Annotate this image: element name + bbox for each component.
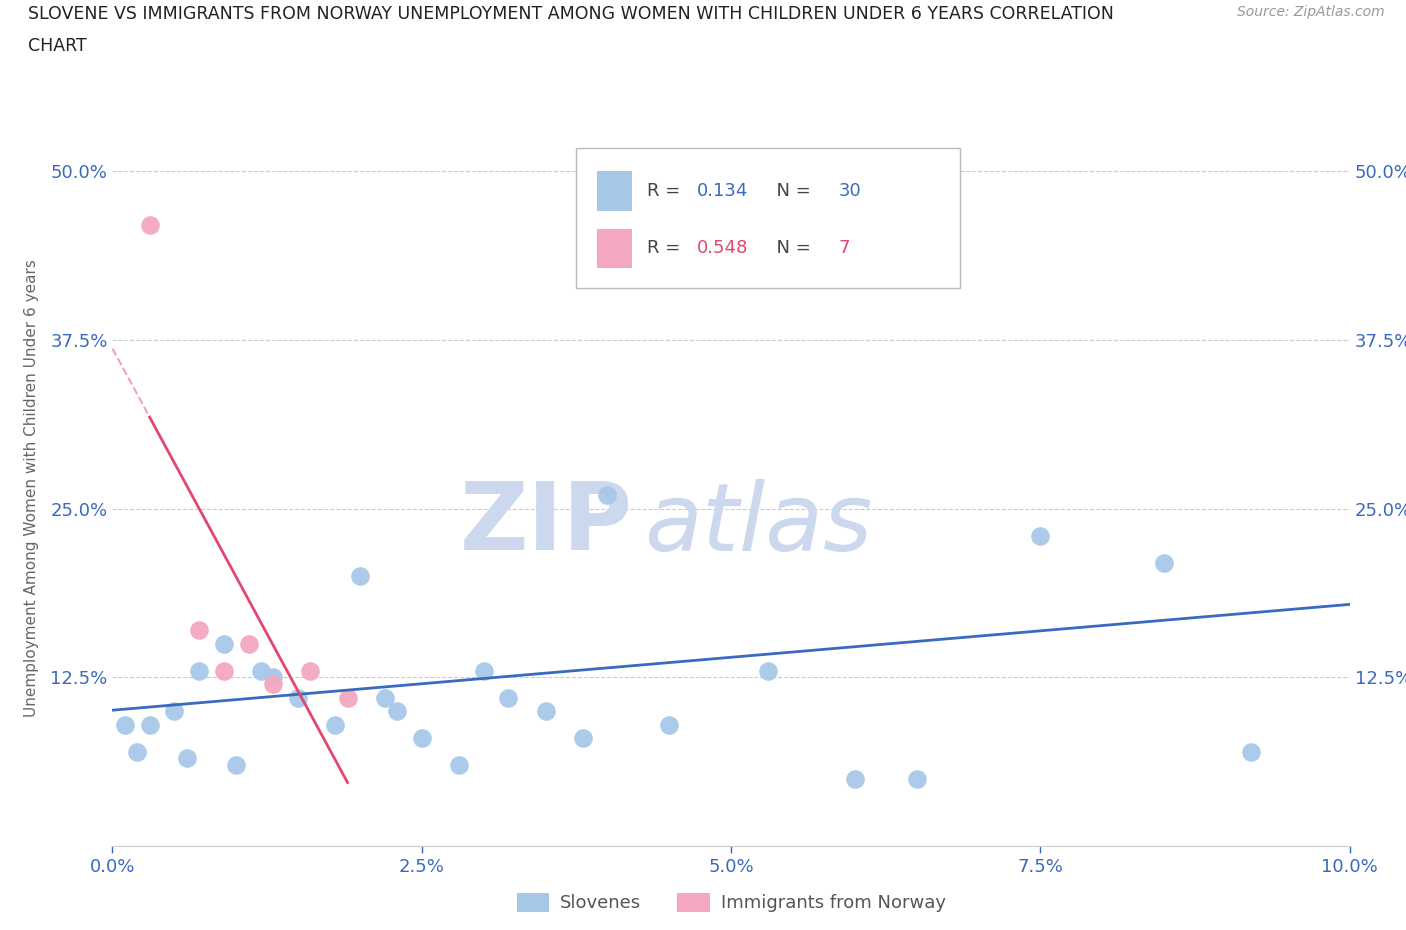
Text: 0.134: 0.134: [696, 182, 748, 200]
Text: R =: R =: [647, 239, 686, 258]
Point: [411, 731, 433, 746]
Text: 30: 30: [839, 182, 862, 200]
Point: [1153, 555, 1175, 570]
Point: [127, 744, 149, 759]
Point: [176, 751, 198, 766]
Point: [336, 690, 359, 705]
Point: [498, 690, 520, 705]
Point: [374, 690, 396, 705]
Point: [188, 663, 211, 678]
Point: [212, 663, 235, 678]
Point: [571, 731, 593, 746]
Text: atlas: atlas: [644, 479, 873, 569]
Point: [262, 677, 284, 692]
Point: [212, 636, 235, 651]
Point: [658, 717, 681, 732]
Point: [1240, 744, 1263, 759]
Y-axis label: Unemployment Among Women with Children Under 6 years: Unemployment Among Women with Children U…: [24, 259, 39, 717]
Point: [695, 204, 717, 219]
Point: [262, 670, 284, 684]
Point: [756, 663, 779, 678]
FancyBboxPatch shape: [576, 148, 960, 287]
Point: [385, 704, 408, 719]
Point: [844, 771, 866, 786]
Text: CHART: CHART: [28, 37, 87, 55]
Point: [905, 771, 928, 786]
Point: [349, 568, 371, 583]
FancyBboxPatch shape: [598, 229, 633, 268]
Point: [114, 717, 136, 732]
Point: [287, 690, 309, 705]
Point: [188, 623, 211, 638]
Point: [250, 663, 273, 678]
Text: N =: N =: [765, 239, 815, 258]
Point: [225, 758, 247, 773]
Point: [138, 717, 160, 732]
Point: [534, 704, 557, 719]
Point: [596, 487, 619, 502]
FancyBboxPatch shape: [598, 171, 633, 211]
Text: ZIP: ZIP: [460, 478, 633, 570]
Text: SLOVENE VS IMMIGRANTS FROM NORWAY UNEMPLOYMENT AMONG WOMEN WITH CHILDREN UNDER 6: SLOVENE VS IMMIGRANTS FROM NORWAY UNEMPL…: [28, 5, 1114, 22]
Legend: Slovenes, Immigrants from Norway: Slovenes, Immigrants from Norway: [509, 886, 953, 920]
Point: [238, 636, 260, 651]
Point: [472, 663, 495, 678]
Text: 7: 7: [839, 239, 851, 258]
Point: [447, 758, 470, 773]
Point: [138, 218, 160, 232]
Point: [1029, 528, 1052, 543]
Point: [323, 717, 346, 732]
Point: [299, 663, 322, 678]
Text: N =: N =: [765, 182, 815, 200]
Text: Source: ZipAtlas.com: Source: ZipAtlas.com: [1237, 5, 1385, 19]
Point: [163, 704, 186, 719]
Text: 0.548: 0.548: [696, 239, 748, 258]
Text: R =: R =: [647, 182, 686, 200]
